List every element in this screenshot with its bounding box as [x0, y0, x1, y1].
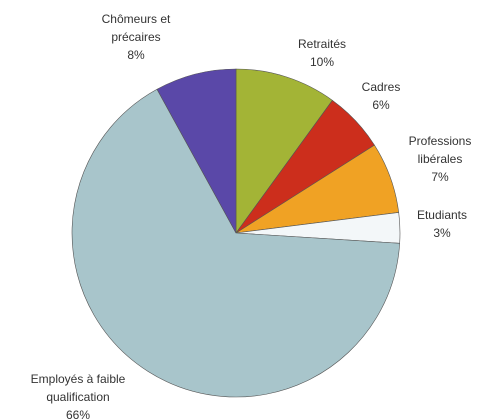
- slice-label: précaires: [111, 30, 160, 44]
- slice-value-label: 7%: [431, 170, 449, 184]
- page: {"chart_data": {"type": "pie", "categori…: [0, 0, 488, 420]
- slice-label: Employés à faible: [31, 372, 126, 386]
- slice-label: Retraités: [298, 37, 346, 51]
- slice-value-label: 8%: [127, 48, 145, 62]
- slice-value-label: 3%: [433, 226, 451, 240]
- slice-value-label: 10%: [310, 55, 334, 69]
- slice-value-label: 66%: [66, 408, 90, 420]
- slice-label: Etudiants: [417, 208, 467, 222]
- slice-label: qualification: [46, 390, 109, 404]
- slice-label: Professions: [409, 134, 472, 148]
- chart: Retraités 10% Cadres 6% Professions libérales…: [0, 0, 488, 420]
- slice-value-label: 6%: [372, 98, 390, 112]
- slice-label: Chômeurs et: [102, 12, 171, 26]
- slice-label: libérales: [418, 152, 463, 166]
- slice-label: Cadres: [362, 80, 401, 94]
